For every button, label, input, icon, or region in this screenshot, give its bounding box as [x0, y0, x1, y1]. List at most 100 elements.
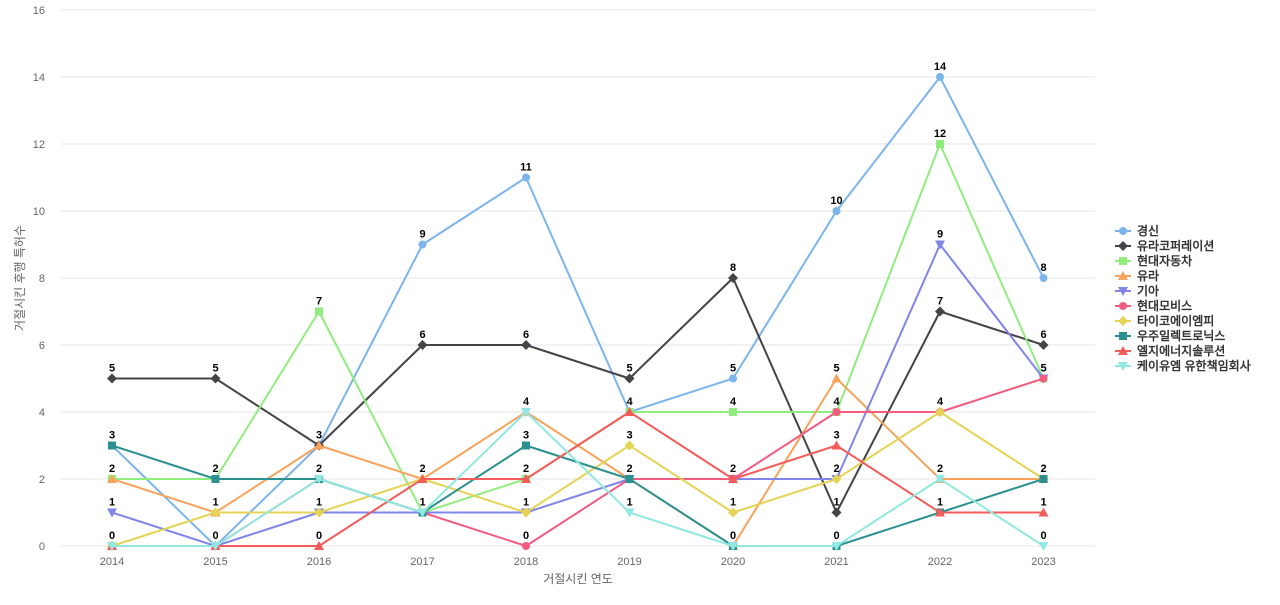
legend-item[interactable]: 기아 [1115, 283, 1159, 298]
data-point [521, 408, 531, 417]
data-point [521, 340, 531, 350]
legend-marker-icon [1118, 241, 1128, 251]
data-point [624, 373, 635, 384]
y-axis-ticks: 0 2 4 6 8 10 12 14 16 [33, 5, 45, 553]
data-point [210, 373, 221, 384]
y-tick-label: 10 [33, 206, 45, 218]
y-tick-label: 16 [33, 5, 45, 17]
x-tick-label: 2021 [824, 556, 848, 568]
legend-item[interactable]: 현대모비스 [1115, 298, 1192, 313]
series-layer [107, 73, 1049, 551]
data-point [728, 273, 738, 283]
legend-label: 현대자동차 [1137, 253, 1192, 268]
x-tick-label: 2018 [514, 556, 538, 568]
data-point [521, 474, 531, 483]
y-axis-title: 거절시킨 후행 특허수 [12, 225, 27, 331]
data-point [624, 407, 635, 416]
data-point [211, 475, 220, 483]
data-label: 1 [523, 497, 529, 509]
series-2 [107, 273, 1049, 518]
data-label: 2 [1040, 463, 1046, 475]
legend-item[interactable]: 유라코퍼레이션 [1115, 238, 1214, 253]
x-tick-label: 2019 [617, 556, 641, 568]
data-point [831, 474, 842, 484]
data-label: 1 [730, 497, 736, 509]
series-3 [108, 140, 1048, 517]
legend-label: 우주일렉트로닉스 [1137, 328, 1225, 343]
data-point [1039, 274, 1048, 282]
data-label: 1 [626, 497, 632, 509]
x-tick-label: 2017 [410, 556, 434, 568]
data-label: 3 [316, 430, 322, 442]
data-label: 1 [419, 497, 425, 509]
data-label: 2 [523, 463, 529, 475]
data-label: 4 [937, 396, 944, 408]
data-label: 1 [1040, 497, 1046, 509]
data-point [314, 440, 324, 450]
data-label: 0 [523, 530, 529, 542]
data-label: 4 [730, 396, 737, 408]
legend-item[interactable]: 현대자동차 [1115, 253, 1192, 268]
data-point [522, 542, 530, 550]
x-tick-label: 2023 [1031, 556, 1055, 568]
data-point [624, 508, 635, 518]
data-point [1038, 340, 1049, 350]
data-label: 8 [1040, 262, 1046, 274]
data-point [107, 373, 117, 384]
series-line [112, 411, 1045, 547]
data-point [729, 374, 737, 383]
data-point [936, 73, 944, 81]
data-label: 7 [316, 296, 322, 308]
y-tick-label: 0 [39, 541, 45, 553]
data-label: 1 [212, 497, 218, 509]
legend-marker-icon [1118, 287, 1128, 296]
data-label: 7 [937, 296, 943, 308]
data-point [314, 507, 324, 518]
legend-item[interactable]: 엘지에너지솔루션 [1115, 343, 1225, 358]
series-line [111, 76, 1045, 547]
series-10 [107, 408, 1049, 551]
data-point [831, 542, 842, 551]
legend-item[interactable]: 경신 [1115, 223, 1159, 238]
data-point [314, 541, 324, 550]
legend-item[interactable]: 유라 [1115, 268, 1159, 283]
data-label: 3 [626, 430, 632, 442]
data-point [210, 507, 221, 518]
data-point [417, 474, 428, 483]
data-label: 6 [419, 329, 425, 341]
legend-marker-icon [1118, 271, 1128, 280]
legend-item[interactable]: 우주일렉트로닉스 [1115, 328, 1225, 343]
data-point [831, 440, 842, 450]
legend-label: 경신 [1137, 223, 1159, 238]
legend-marker-icon [1119, 332, 1127, 340]
data-label: 6 [523, 329, 529, 341]
data-point [107, 542, 117, 551]
data-point [521, 507, 531, 518]
data-label: 2 [212, 463, 218, 475]
x-tick-label: 2016 [307, 556, 331, 568]
data-point [831, 373, 842, 383]
data-label: 2 [316, 463, 322, 475]
legend-label: 유라 [1137, 268, 1159, 283]
data-point [107, 474, 117, 483]
data-point [624, 440, 635, 451]
data-point [1038, 542, 1049, 551]
data-label: 6 [1040, 329, 1046, 341]
data-point [936, 140, 944, 148]
legend-marker-icon [1118, 316, 1128, 326]
y-tick-label: 6 [39, 340, 45, 352]
y-tick-label: 4 [39, 407, 45, 419]
data-label: 10 [830, 195, 842, 207]
data-label: 2 [419, 463, 425, 475]
legend-item[interactable]: 케이유엠 유한책임회사 [1115, 358, 1251, 373]
legend-marker-icon [1118, 362, 1128, 371]
legend-item[interactable]: 타이코에이엠피 [1115, 313, 1214, 328]
data-label: 5 [1040, 363, 1046, 375]
data-label: 0 [730, 530, 736, 542]
series-line [112, 411, 1044, 547]
data-label: 9 [937, 229, 943, 241]
data-point [728, 474, 738, 483]
data-label: 0 [316, 530, 322, 542]
data-label: 4 [523, 396, 530, 408]
x-axis-ticks: 2014 2015 2016 2017 2018 2019 2020 2021 2022 2023 [100, 556, 1056, 568]
